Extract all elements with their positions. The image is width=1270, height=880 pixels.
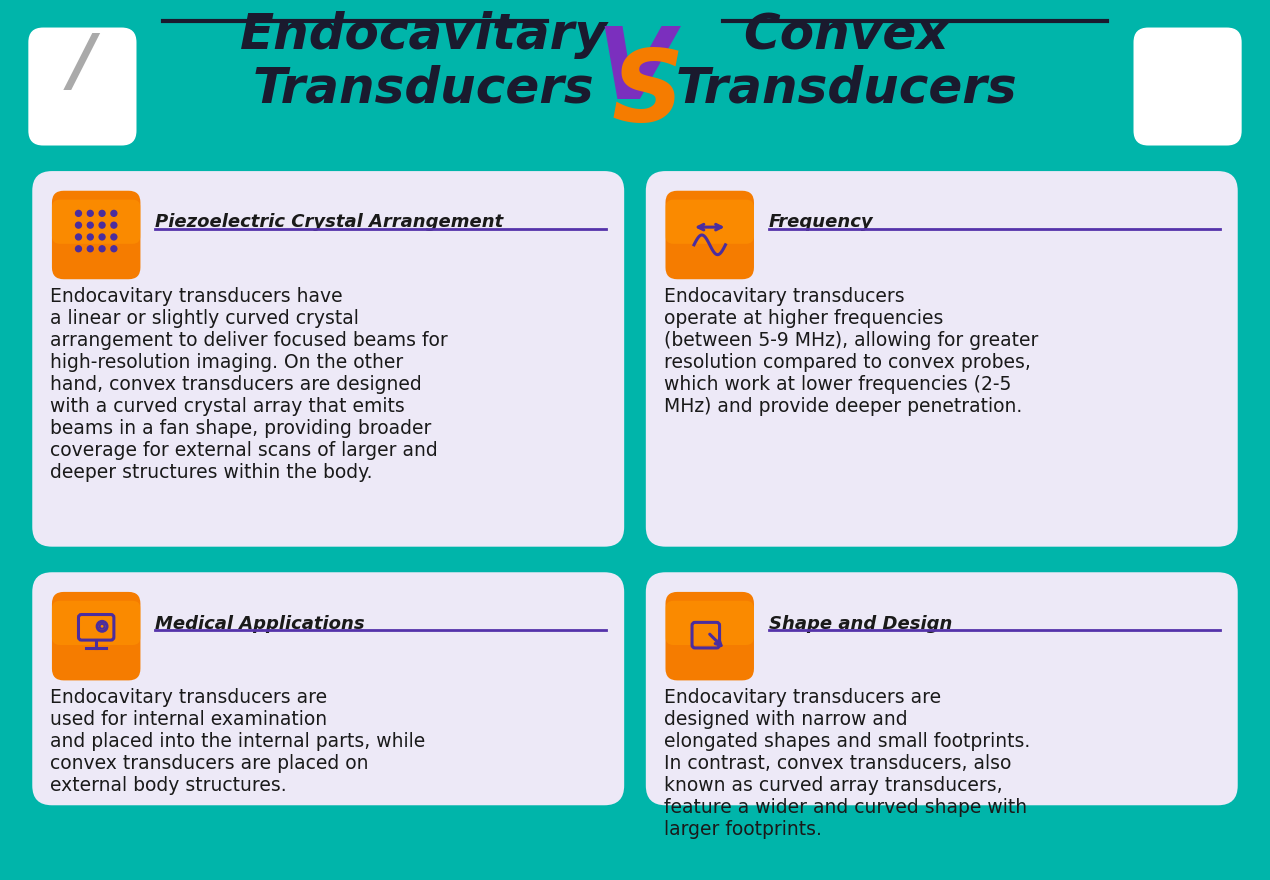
- FancyBboxPatch shape: [665, 592, 754, 680]
- Circle shape: [88, 234, 93, 240]
- Circle shape: [88, 223, 93, 228]
- Text: Medical Applications: Medical Applications: [155, 614, 364, 633]
- FancyBboxPatch shape: [646, 171, 1238, 546]
- Circle shape: [88, 210, 93, 216]
- Text: Endocavitary transducers
operate at higher frequencies
(between 5-9 MHz), allowi: Endocavitary transducers operate at high…: [663, 287, 1038, 416]
- FancyBboxPatch shape: [52, 592, 141, 680]
- Text: /: /: [70, 32, 95, 99]
- Text: Shape and Design: Shape and Design: [768, 614, 952, 633]
- FancyBboxPatch shape: [20, 20, 1250, 153]
- FancyBboxPatch shape: [665, 200, 754, 244]
- Circle shape: [110, 246, 117, 252]
- Circle shape: [99, 234, 105, 240]
- FancyBboxPatch shape: [646, 572, 1238, 805]
- Text: Frequency: Frequency: [768, 213, 874, 231]
- FancyBboxPatch shape: [28, 27, 136, 145]
- Circle shape: [110, 223, 117, 228]
- Text: Convex
Transducers: Convex Transducers: [676, 11, 1017, 113]
- Circle shape: [88, 246, 93, 252]
- FancyBboxPatch shape: [52, 601, 141, 645]
- Circle shape: [99, 223, 105, 228]
- FancyBboxPatch shape: [32, 171, 624, 546]
- Circle shape: [75, 234, 81, 240]
- Circle shape: [99, 246, 105, 252]
- FancyBboxPatch shape: [52, 200, 141, 244]
- FancyBboxPatch shape: [1134, 27, 1242, 145]
- Circle shape: [75, 210, 81, 216]
- Circle shape: [75, 223, 81, 228]
- FancyBboxPatch shape: [32, 572, 624, 805]
- Circle shape: [99, 210, 105, 216]
- FancyBboxPatch shape: [52, 191, 141, 279]
- Text: Endocavitary
Transducers: Endocavitary Transducers: [240, 11, 607, 113]
- Text: Endocavitary transducers have
a linear or slightly curved crystal
arrangement to: Endocavitary transducers have a linear o…: [50, 287, 448, 482]
- Circle shape: [110, 210, 117, 216]
- Text: Piezoelectric Crystal Arrangement: Piezoelectric Crystal Arrangement: [155, 213, 503, 231]
- Text: Endocavitary transducers are
used for internal examination
and placed into the i: Endocavitary transducers are used for in…: [50, 688, 425, 796]
- Circle shape: [75, 246, 81, 252]
- Text: V: V: [597, 23, 673, 121]
- FancyBboxPatch shape: [665, 191, 754, 279]
- FancyBboxPatch shape: [665, 601, 754, 645]
- Text: Endocavitary transducers are
designed with narrow and
elongated shapes and small: Endocavitary transducers are designed wi…: [663, 688, 1030, 840]
- Circle shape: [110, 234, 117, 240]
- Text: S: S: [612, 46, 683, 143]
